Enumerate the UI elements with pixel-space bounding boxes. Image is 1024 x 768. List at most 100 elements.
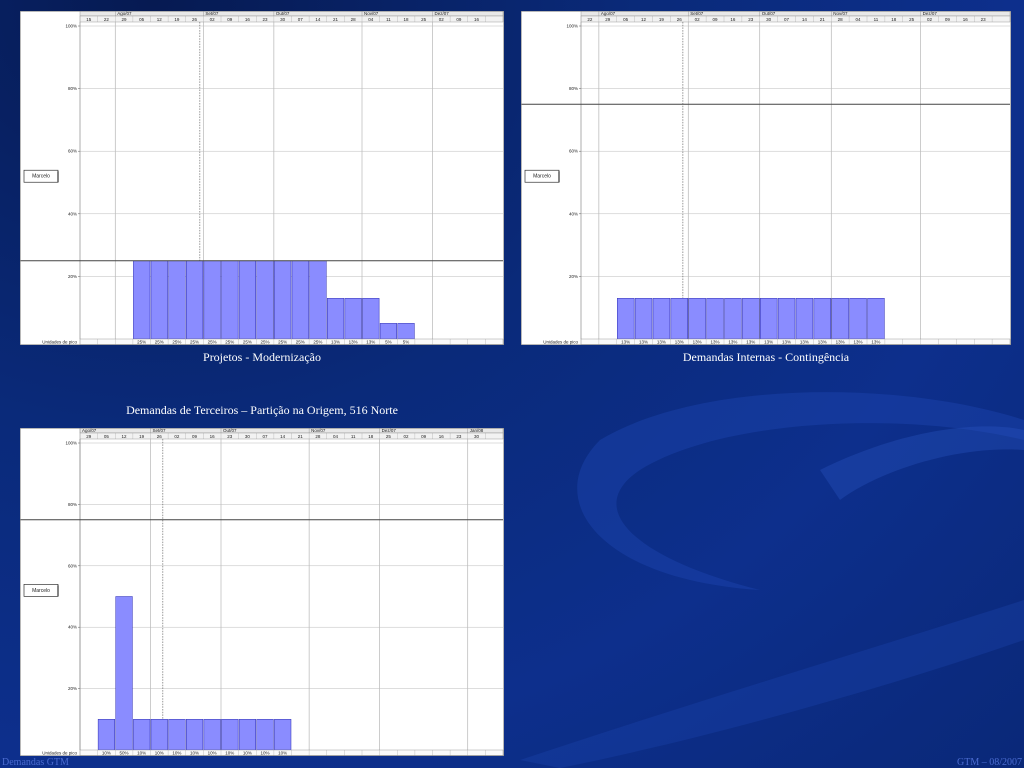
y-tick-label: 80% [68, 86, 77, 91]
peak-value-label: 13% [764, 340, 773, 345]
y-tick-label: 100% [65, 24, 77, 29]
bar [813, 298, 831, 340]
bar [777, 298, 796, 340]
week-label: 07 [298, 17, 304, 22]
peak-value-label: 13% [800, 340, 809, 345]
peak-value-label: 5% [385, 340, 392, 345]
week-label: 09 [945, 17, 951, 22]
week-label: 28 [351, 17, 357, 22]
bar [327, 298, 345, 340]
y-tick-label: 60% [68, 563, 77, 568]
week-label: 11 [874, 17, 879, 22]
peak-value-label: 13% [728, 340, 737, 345]
week-label: 16 [963, 17, 969, 22]
bar [362, 298, 380, 340]
week-label: 02 [695, 17, 701, 22]
bar [688, 298, 706, 340]
week-label: 23 [748, 17, 754, 22]
bar [221, 260, 239, 340]
peak-value-label: 25% [243, 340, 252, 345]
month-header [79, 428, 504, 434]
peak-value-label: 13% [871, 340, 880, 345]
chart-caption: Projetos - Modernização [203, 350, 321, 364]
chart-svg: Ago/07 Set/07 Out/07 Nov/07 Dez/07 15 22 29 05 12… [20, 11, 504, 345]
peak-value-label: 25% [278, 340, 287, 345]
month-label: Nov/07 [364, 11, 379, 16]
week-label: 30 [766, 17, 772, 22]
week-label: 30 [245, 434, 251, 439]
week-label: 21 [333, 17, 339, 22]
y-tick-label: 60% [68, 149, 77, 154]
peak-value-label: 25% [296, 340, 305, 345]
bar [238, 260, 256, 340]
month-label: Set/07 [205, 11, 219, 16]
week-label: 14 [315, 17, 321, 22]
bar [634, 298, 653, 340]
bar [150, 719, 168, 751]
chart-caption: Demandas Internas - Contingência [682, 350, 850, 364]
peak-value-label: 13% [675, 340, 684, 345]
peak-value-label: 25% [190, 340, 199, 345]
month-label: Nov/07 [833, 11, 848, 16]
peak-value-label: 10% [190, 751, 199, 756]
week-label: 09 [421, 434, 427, 439]
week-label: 11 [386, 17, 391, 22]
peak-row-label: Unidades de pico [543, 340, 578, 345]
bar [97, 719, 115, 751]
bar [760, 298, 778, 340]
week-label: 21 [820, 17, 826, 22]
week-label: 04 [368, 17, 374, 22]
peak-value-label: 10% [172, 751, 181, 756]
peak-value-label: 25% [313, 340, 322, 345]
peak-value-label: 13% [782, 340, 791, 345]
bar [309, 260, 327, 340]
y-tick-label: 20% [68, 274, 77, 279]
week-label: 09 [456, 17, 462, 22]
week-label: 02 [404, 434, 410, 439]
week-label: 25 [421, 17, 427, 22]
bar [133, 719, 151, 751]
week-label: 09 [192, 434, 198, 439]
peak-row-label: Unidades de pico [42, 340, 77, 345]
week-label: 19 [174, 17, 180, 22]
bar [168, 260, 186, 340]
peak-value-label: 13% [349, 340, 358, 345]
bar [203, 260, 221, 340]
week-label: 25 [909, 17, 915, 22]
peak-value-label: 50% [120, 751, 129, 756]
peak-value-label: 10% [261, 751, 270, 756]
bar [168, 719, 186, 751]
peak-row-label: Unidades de pico [42, 751, 77, 756]
week-label: 23 [263, 17, 269, 22]
week-label: 22 [104, 17, 110, 22]
week-label: 29 [86, 434, 92, 439]
peak-value-label: 25% [225, 340, 234, 345]
bar [186, 260, 204, 340]
month-label: Ago/07 [601, 11, 616, 16]
chart-panel-internas: Ago/07 Set/07 Out/07 Nov/07 Dez/07 22 29 05 12 19… [521, 11, 1011, 345]
bar [795, 298, 814, 340]
week-label: 18 [404, 17, 410, 22]
month-label: Dez/07 [435, 11, 450, 16]
bar [133, 260, 151, 340]
month-label: Jan/08 [470, 428, 484, 433]
month-label: Dez/07 [923, 11, 938, 16]
y-tick-label: 40% [68, 211, 77, 216]
bar [150, 260, 168, 340]
chart-svg: Ago/07 Set/07 Out/07 Nov/07 Dez/07 Jan/08 29 05… [20, 428, 504, 756]
chart-panel-terceiros: Ago/07 Set/07 Out/07 Nov/07 Dez/07 Jan/08 29 05… [20, 428, 504, 756]
resource-label: Marcelo [32, 174, 50, 180]
week-label: 29 [122, 17, 128, 22]
week-label: 02 [174, 434, 180, 439]
chart-panel-projetos: Ago/07 Set/07 Out/07 Nov/07 Dez/07 15 22 29 05 12… [20, 11, 504, 345]
week-label: 11 [351, 434, 356, 439]
peak-value-label: 13% [711, 340, 720, 345]
peak-value-label: 13% [621, 340, 630, 345]
week-label: 02 [439, 17, 445, 22]
peak-value-label: 10% [243, 751, 252, 756]
panel-border [20, 428, 504, 756]
week-label: 02 [210, 17, 216, 22]
week-label: 02 [927, 17, 933, 22]
bar [274, 260, 292, 340]
bar [670, 298, 688, 340]
